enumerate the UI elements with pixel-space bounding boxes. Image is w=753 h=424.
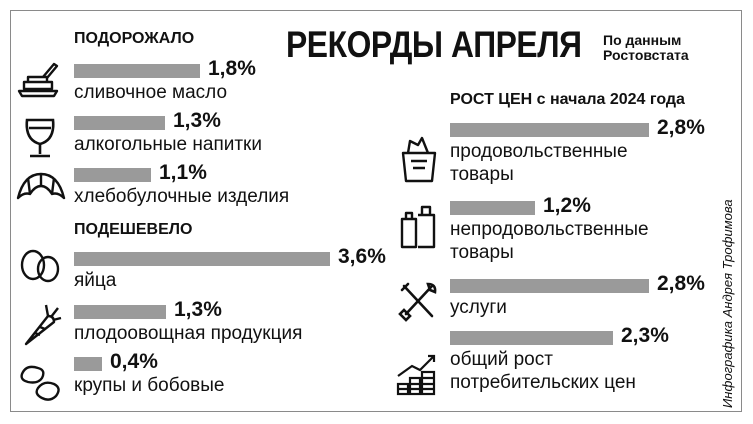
category-label: крупы и бобовые [74,374,225,397]
bar [74,116,165,130]
category-label-line: яйца [74,270,117,291]
section-title-growth: РОСТ ЦЕН с начала 2024 года [450,91,685,108]
section-title-up: ПОДОРОЖАЛО [74,30,195,47]
infographic-title: РЕКОРДЫ АПРЕЛЯ [286,24,582,65]
coins-growth-icon [396,354,436,396]
category-label-line: потребительских цен [450,372,636,393]
bar [450,331,613,345]
category-label: непродовольственные товары [450,218,649,264]
category-label-line: общий рост [450,349,553,370]
bar-value-label: 1,1% [159,161,207,184]
bar-value-label: 1,8% [208,57,256,80]
beans-icon [20,365,60,401]
credit-text: Инфографика Андрея Трофимова [720,199,735,408]
category-label-line: хлебобулочные изделия [74,186,290,207]
source-note: По данным Ростовстата [603,33,689,63]
bar [74,168,151,182]
bar [74,357,102,371]
tools-icon [398,282,437,322]
category-label-line: алкогольные напитки [74,134,262,155]
category-label: плодоовощная продукция [74,322,302,345]
wine-glass-icon [25,118,55,158]
butter-dish-icon [17,62,59,98]
infographic-frame [10,10,742,412]
category-label: услуги [450,296,507,319]
category-label-line: товары [450,242,514,263]
bar-value-label: 2,8% [657,116,705,139]
category-label-line: плодоовощная продукция [74,323,303,344]
category-label: яйца [74,269,116,292]
bar-value-label: 3,6% [338,245,386,268]
grocery-bag-icon [401,136,437,183]
eggs-icon [20,249,60,283]
bar-value-label: 1,3% [174,298,222,321]
category-label-line: услуги [450,297,507,318]
category-label: сливочное масло [74,81,227,104]
bar-value-label: 2,8% [657,272,705,295]
category-label: продовольственные товары [450,140,628,186]
category-label-line: непродовольственные [450,219,649,240]
household-goods-icon [400,205,436,249]
category-label: алкогольные напитки [74,133,262,156]
category-label-line: товары [450,164,514,185]
category-label: хлебобулочные изделия [74,185,289,208]
bar-value-label: 1,3% [173,109,221,132]
source-line-1: По данным [603,32,682,48]
section-title-down: ПОДЕШЕВЕЛО [74,221,193,238]
source-line-2: Ростовстата [603,47,689,63]
category-label: общий рост потребительских цен [450,348,636,394]
category-label-line: продовольственные [450,141,628,162]
bar [74,64,200,78]
carrot-icon [24,304,62,346]
bar [450,201,535,215]
bar [450,123,649,137]
bar-value-label: 2,3% [621,324,669,347]
category-label-line: крупы и бобовые [74,375,225,396]
croissant-icon [16,172,66,200]
category-label-line: сливочное масло [74,82,228,103]
bar [74,252,330,266]
bar [74,305,166,319]
bar-value-label: 0,4% [110,350,158,373]
bar-value-label: 1,2% [543,194,591,217]
bar [450,279,649,293]
